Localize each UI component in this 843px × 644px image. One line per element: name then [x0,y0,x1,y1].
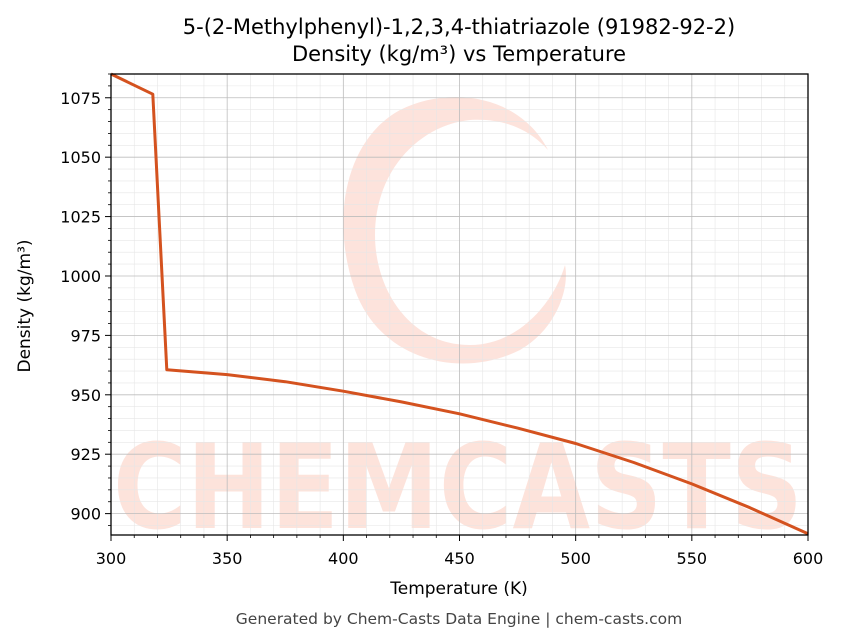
y-tick-label: 900 [70,505,101,524]
y-tick-label: 950 [70,386,101,405]
x-tick-label: 450 [444,549,475,568]
watermark-text: CHEMCASTS [113,418,803,556]
x-tick-label: 500 [560,549,591,568]
axis-ticks [105,73,809,541]
chart-title: 5-(2-Methylphenyl)-1,2,3,4-thiatriazole … [183,15,735,39]
y-tick-labels: 900 925 950 975 1000 1025 1050 1075 [60,89,101,524]
density-series-line [110,72,809,536]
x-tick-label: 550 [677,549,708,568]
y-tick-label: 1000 [60,267,101,286]
watermark-logo: CHEMCASTS [113,97,803,556]
x-tick-label: 400 [328,549,359,568]
y-tick-label: 925 [70,445,101,464]
y-axis-label: Density (kg/m³) [15,239,35,372]
footer-credit: Generated by Chem-Casts Data Engine | ch… [236,610,682,628]
y-tick-label: 1025 [60,208,101,227]
x-tick-label: 300 [96,549,127,568]
y-tick-label: 975 [70,326,101,345]
x-tick-label: 600 [793,549,824,568]
chart-subtitle: Density (kg/m³) vs Temperature [292,42,626,66]
y-tick-label: 1050 [60,148,101,167]
y-tick-label: 1075 [60,89,101,108]
series-group [110,72,809,536]
x-tick-labels: 300 350 400 450 500 550 600 [96,549,824,568]
x-tick-label: 350 [212,549,243,568]
x-axis-label: Temperature (K) [389,579,528,599]
